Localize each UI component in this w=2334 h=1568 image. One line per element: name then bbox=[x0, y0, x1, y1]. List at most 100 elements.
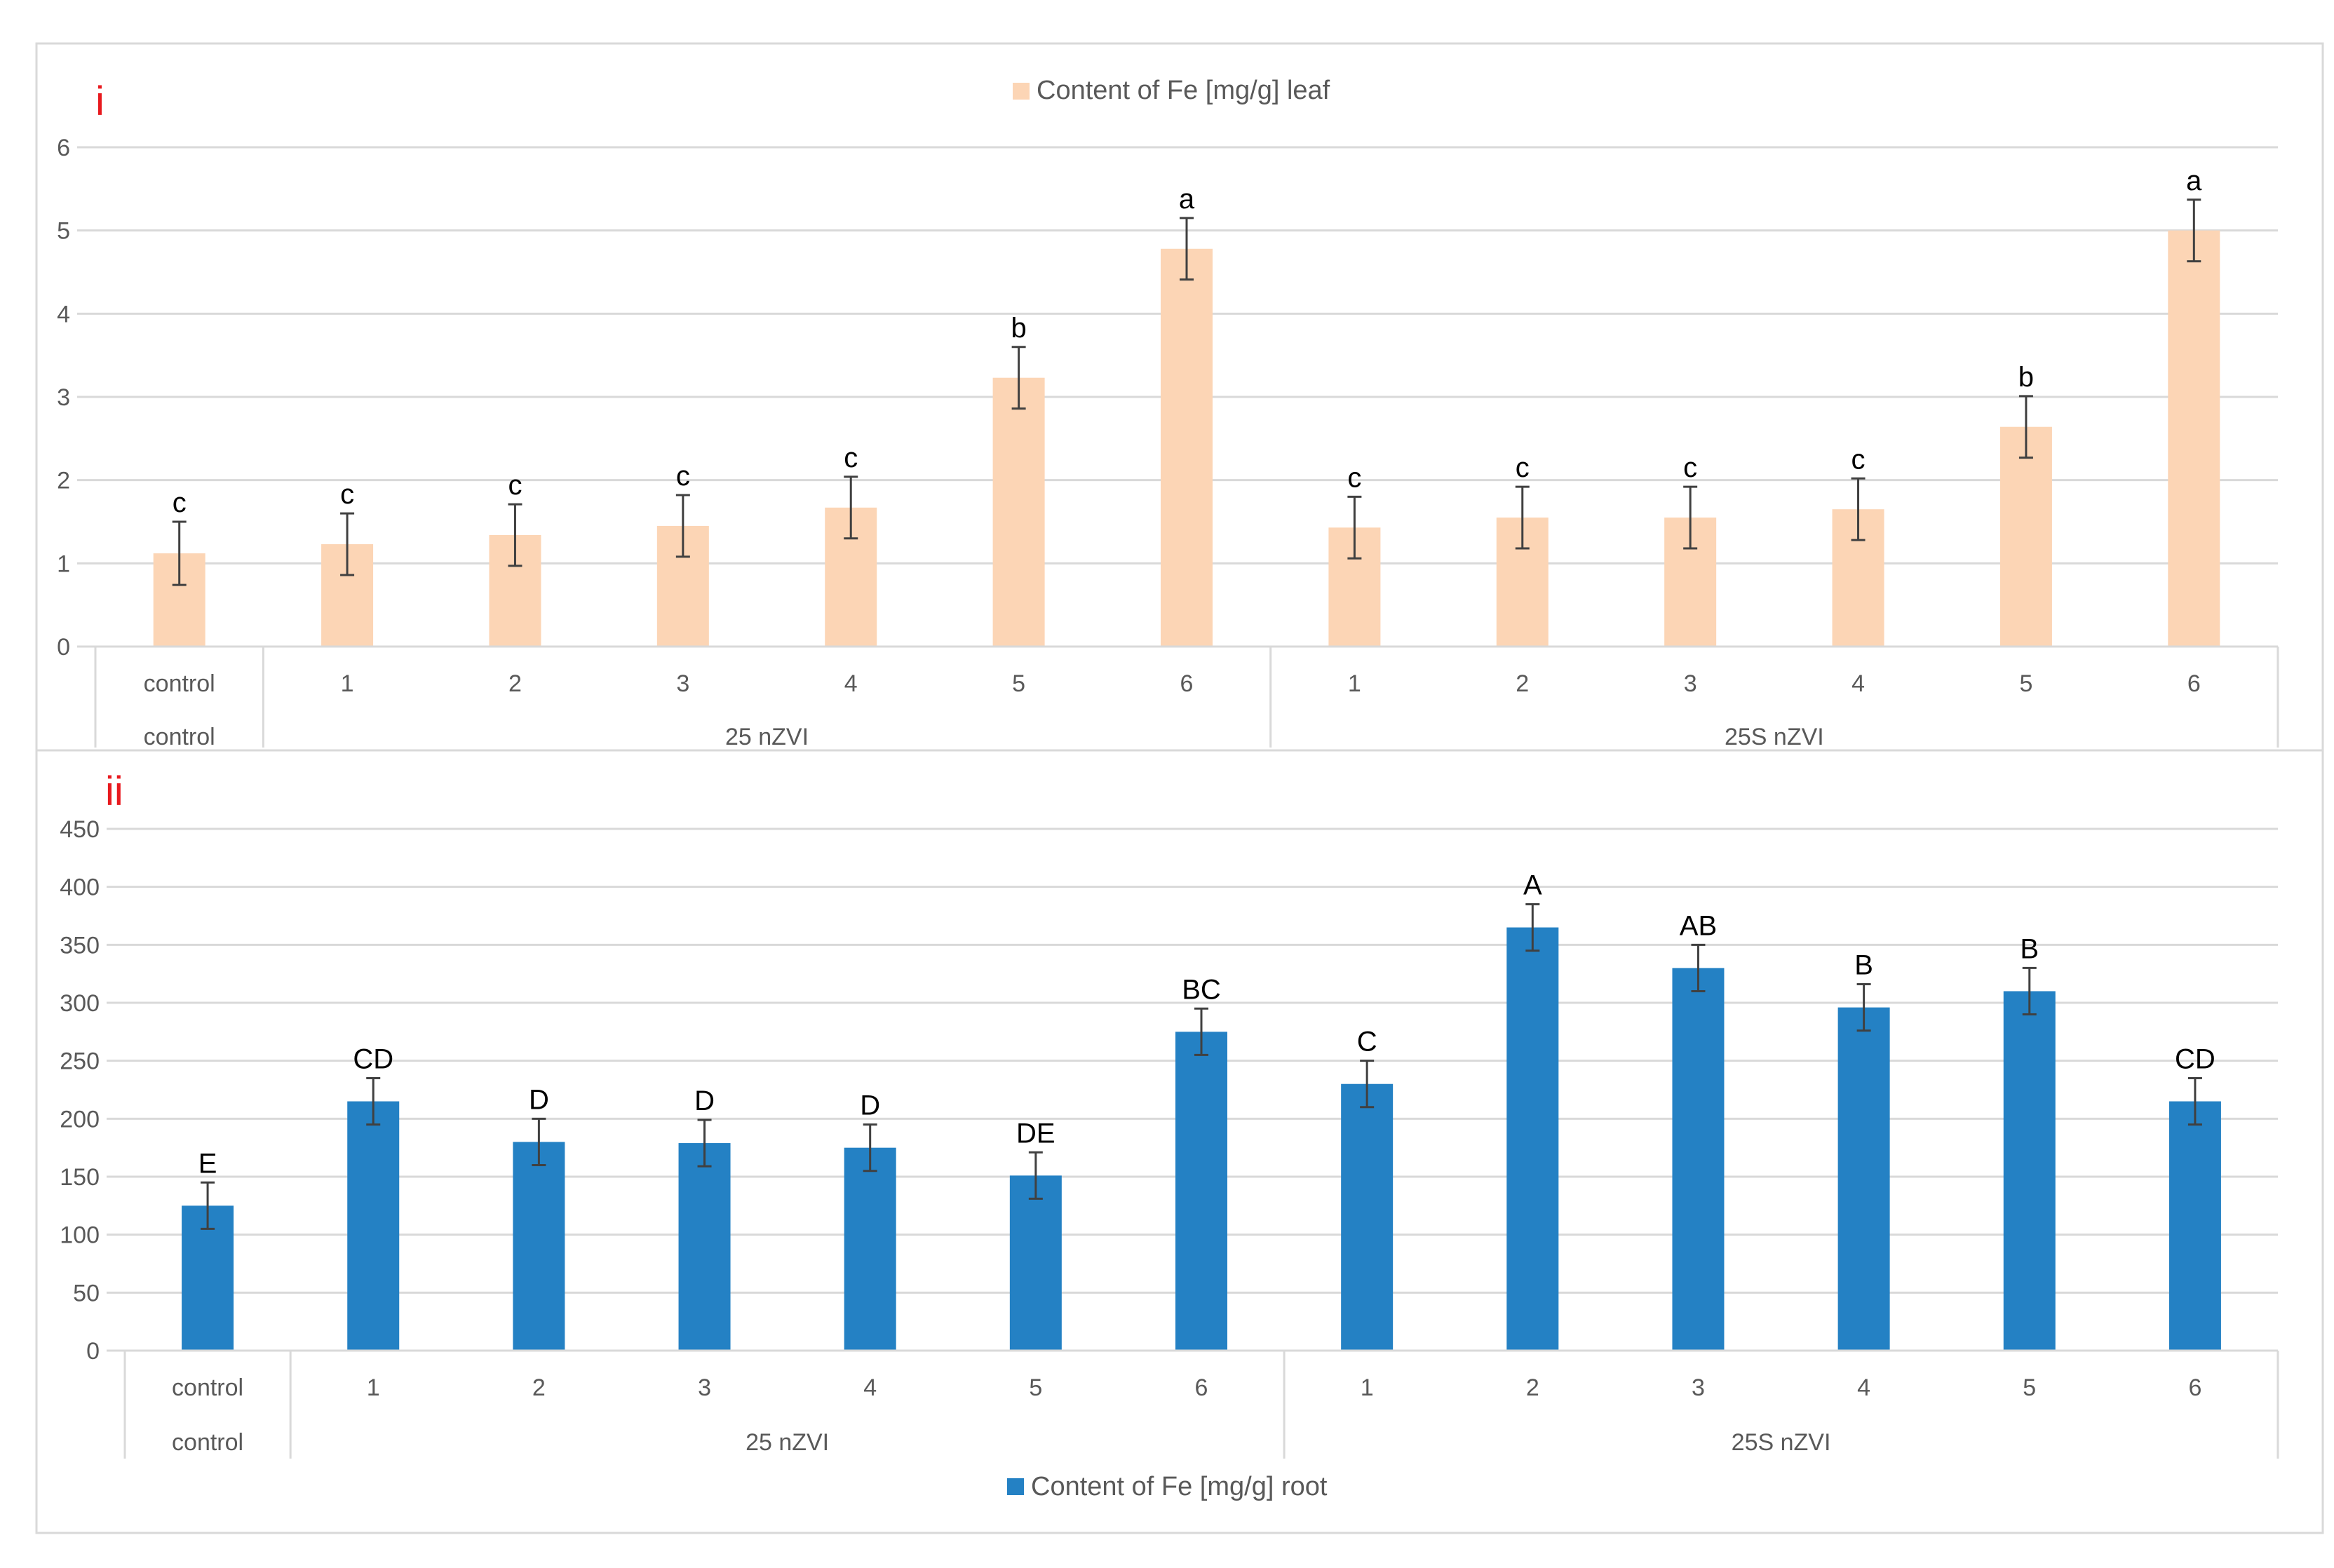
panel-ii-border bbox=[35, 749, 2324, 1534]
panel-i-label: i bbox=[95, 79, 104, 124]
significance-label: D bbox=[860, 1090, 880, 1121]
y-tick-label: 5 bbox=[57, 218, 70, 245]
x-tick-label: 2 bbox=[532, 1374, 546, 1401]
significance-label: DE bbox=[1016, 1118, 1055, 1149]
x-tick-label: 1 bbox=[1361, 1374, 1374, 1401]
significance-label: c bbox=[676, 461, 690, 492]
legend-root-label: Content of Fe [mg/g] root bbox=[1031, 1472, 1328, 1501]
y-tick-label: 6 bbox=[57, 135, 70, 161]
x-tick-label: 2 bbox=[1516, 670, 1529, 697]
y-tick-label: 50 bbox=[73, 1280, 100, 1306]
bar bbox=[678, 1143, 731, 1351]
significance-label: D bbox=[694, 1086, 715, 1116]
group-label: 25S nZVI bbox=[1725, 724, 1824, 750]
y-tick-label: 250 bbox=[60, 1048, 100, 1075]
bar bbox=[844, 1147, 896, 1351]
bar bbox=[992, 377, 1045, 647]
y-tick-label: 150 bbox=[60, 1164, 100, 1191]
significance-label: c bbox=[173, 487, 187, 518]
bar bbox=[2003, 991, 2056, 1351]
y-tick-label: 1 bbox=[57, 550, 70, 577]
leaf-chart: 0 1 2 3 4 5 6 control 25 nZVI 25S nZVI c control c 1 c… bbox=[57, 135, 2279, 750]
x-tick-label: 5 bbox=[2019, 670, 2032, 697]
legend-leaf-label: Content of Fe [mg/g] leaf bbox=[1037, 76, 1330, 105]
x-tick-label: 4 bbox=[863, 1374, 877, 1401]
bar bbox=[1999, 426, 2052, 647]
legend-root-swatch bbox=[1007, 1478, 1024, 1495]
significance-label: BC bbox=[1182, 974, 1221, 1005]
significance-label: B bbox=[1854, 950, 1873, 981]
y-tick-label: 3 bbox=[57, 384, 70, 411]
y-tick-label: 200 bbox=[60, 1106, 100, 1133]
x-tick-label: control bbox=[144, 670, 215, 697]
significance-label: a bbox=[1179, 184, 1195, 215]
group-label: 25 nZVI bbox=[725, 724, 809, 750]
x-tick-label: 3 bbox=[676, 670, 689, 697]
bar bbox=[1506, 927, 1559, 1351]
panel-ii-label: ii bbox=[105, 769, 123, 814]
bar bbox=[1161, 248, 1213, 647]
significance-label: c bbox=[340, 479, 354, 510]
significance-label: CD bbox=[353, 1043, 393, 1074]
y-tick-label: 300 bbox=[60, 990, 100, 1017]
significance-label: c bbox=[1516, 452, 1530, 483]
significance-label: AB bbox=[1680, 910, 1717, 941]
group-label: control bbox=[172, 1429, 243, 1456]
bar bbox=[1837, 1007, 1890, 1351]
significance-label: A bbox=[1523, 870, 1542, 900]
x-tick-label: 6 bbox=[1180, 670, 1194, 697]
y-tick-label: 2 bbox=[57, 468, 70, 494]
y-tick-label: 450 bbox=[60, 816, 100, 843]
x-tick-label: 3 bbox=[698, 1374, 711, 1401]
legend-root: Content of Fe [mg/g] root bbox=[1007, 1472, 1328, 1501]
x-tick-label: 1 bbox=[1348, 670, 1361, 697]
x-tick-label: 6 bbox=[2188, 1374, 2201, 1401]
bar bbox=[1341, 1083, 1394, 1351]
x-tick-label: 5 bbox=[1012, 670, 1025, 697]
significance-label: c bbox=[1683, 452, 1697, 483]
y-tick-label: 0 bbox=[57, 634, 70, 661]
legend-leaf: Content of Fe [mg/g] leaf bbox=[1013, 76, 1330, 105]
y-tick-label: 400 bbox=[60, 874, 100, 901]
bar bbox=[347, 1101, 400, 1351]
significance-label: CD bbox=[2175, 1043, 2215, 1074]
bar bbox=[1009, 1175, 1062, 1351]
significance-label: c bbox=[844, 442, 858, 473]
significance-label: c bbox=[1851, 444, 1866, 475]
significance-label: c bbox=[508, 470, 522, 501]
x-tick-label: 6 bbox=[1195, 1374, 1208, 1401]
x-tick-label: 3 bbox=[1692, 1374, 1705, 1401]
x-tick-label: 4 bbox=[1851, 670, 1865, 697]
significance-label: a bbox=[2186, 165, 2202, 196]
x-tick-label: control bbox=[172, 1374, 243, 1401]
x-tick-label: 4 bbox=[844, 670, 858, 697]
group-label: 25 nZVI bbox=[746, 1429, 829, 1456]
group-label: control bbox=[144, 724, 215, 750]
y-tick-label: 0 bbox=[86, 1338, 100, 1365]
x-tick-label: 1 bbox=[341, 670, 354, 697]
bar bbox=[1672, 968, 1725, 1351]
x-tick-label: 2 bbox=[1526, 1374, 1539, 1401]
bar bbox=[2168, 1101, 2221, 1351]
significance-label: b bbox=[2018, 362, 2034, 393]
significance-label: D bbox=[529, 1084, 549, 1115]
y-tick-label: 4 bbox=[57, 301, 70, 327]
x-tick-label: 6 bbox=[2187, 670, 2201, 697]
significance-label: E bbox=[198, 1148, 217, 1179]
x-tick-label: 5 bbox=[2023, 1374, 2036, 1401]
significance-label: B bbox=[2020, 933, 2039, 964]
x-tick-label: 3 bbox=[1684, 670, 1697, 697]
x-tick-label: 5 bbox=[1029, 1374, 1042, 1401]
bar bbox=[1175, 1032, 1227, 1351]
bar bbox=[513, 1142, 565, 1351]
y-tick-label: 350 bbox=[60, 932, 100, 959]
x-tick-label: 1 bbox=[367, 1374, 380, 1401]
bar bbox=[2168, 230, 2220, 647]
significance-label: C bbox=[1357, 1027, 1377, 1057]
group-label: 25S nZVI bbox=[1732, 1429, 1831, 1456]
legend-leaf-swatch bbox=[1013, 83, 1030, 100]
y-tick-label: 100 bbox=[60, 1222, 100, 1249]
significance-label: b bbox=[1011, 313, 1026, 344]
